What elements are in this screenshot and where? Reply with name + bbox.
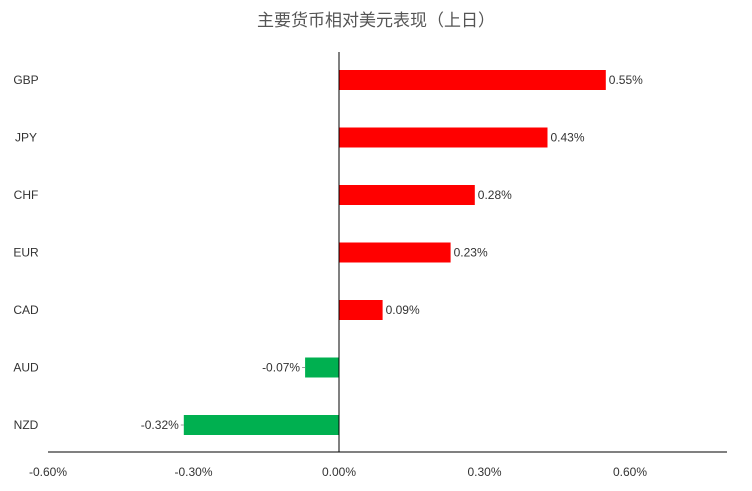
- data-label-aud: -0.07%: [262, 361, 300, 375]
- chart-title: 主要货币相对美元表现（上日）: [257, 11, 495, 31]
- data-labels: 0.55% 0.43% 0.28% 0.23% 0.09% -0.07% -0.32%: [141, 73, 643, 432]
- category-label-cad: CAD: [13, 303, 39, 317]
- data-label-cad: 0.09%: [386, 303, 420, 317]
- category-label-jpy: JPY: [15, 131, 37, 145]
- axes: -0.60% -0.30% 0.00% 0.30% 0.60%: [29, 52, 727, 479]
- bar-chf: [339, 185, 475, 205]
- bar-cad: [339, 300, 383, 320]
- data-label-eur: 0.23%: [454, 246, 488, 260]
- bars-layer: [183, 70, 606, 435]
- bar-nzd: [183, 415, 339, 435]
- x-tick-label: -0.60%: [29, 465, 67, 479]
- category-labels: GBP JPY CHF EUR CAD AUD NZD: [13, 73, 39, 432]
- category-label-aud: AUD: [13, 361, 39, 375]
- data-label-gbp: 0.55%: [609, 73, 643, 87]
- data-label-chf: 0.28%: [478, 188, 512, 202]
- bar-aud: [305, 357, 339, 378]
- bar-jpy: [339, 127, 548, 148]
- x-tick-label: 0.30%: [467, 465, 501, 479]
- bar-eur: [339, 242, 451, 263]
- x-tick-label: -0.30%: [174, 465, 212, 479]
- x-tick-label: 0.00%: [322, 465, 356, 479]
- data-label-jpy: 0.43%: [551, 131, 585, 145]
- category-label-chf: CHF: [14, 188, 39, 202]
- bar-gbp: [339, 70, 606, 90]
- x-tick-label: 0.60%: [613, 465, 647, 479]
- data-label-nzd: -0.32%: [141, 418, 179, 432]
- category-label-gbp: GBP: [13, 73, 38, 87]
- category-label-nzd: NZD: [14, 418, 39, 432]
- category-label-eur: EUR: [13, 246, 39, 260]
